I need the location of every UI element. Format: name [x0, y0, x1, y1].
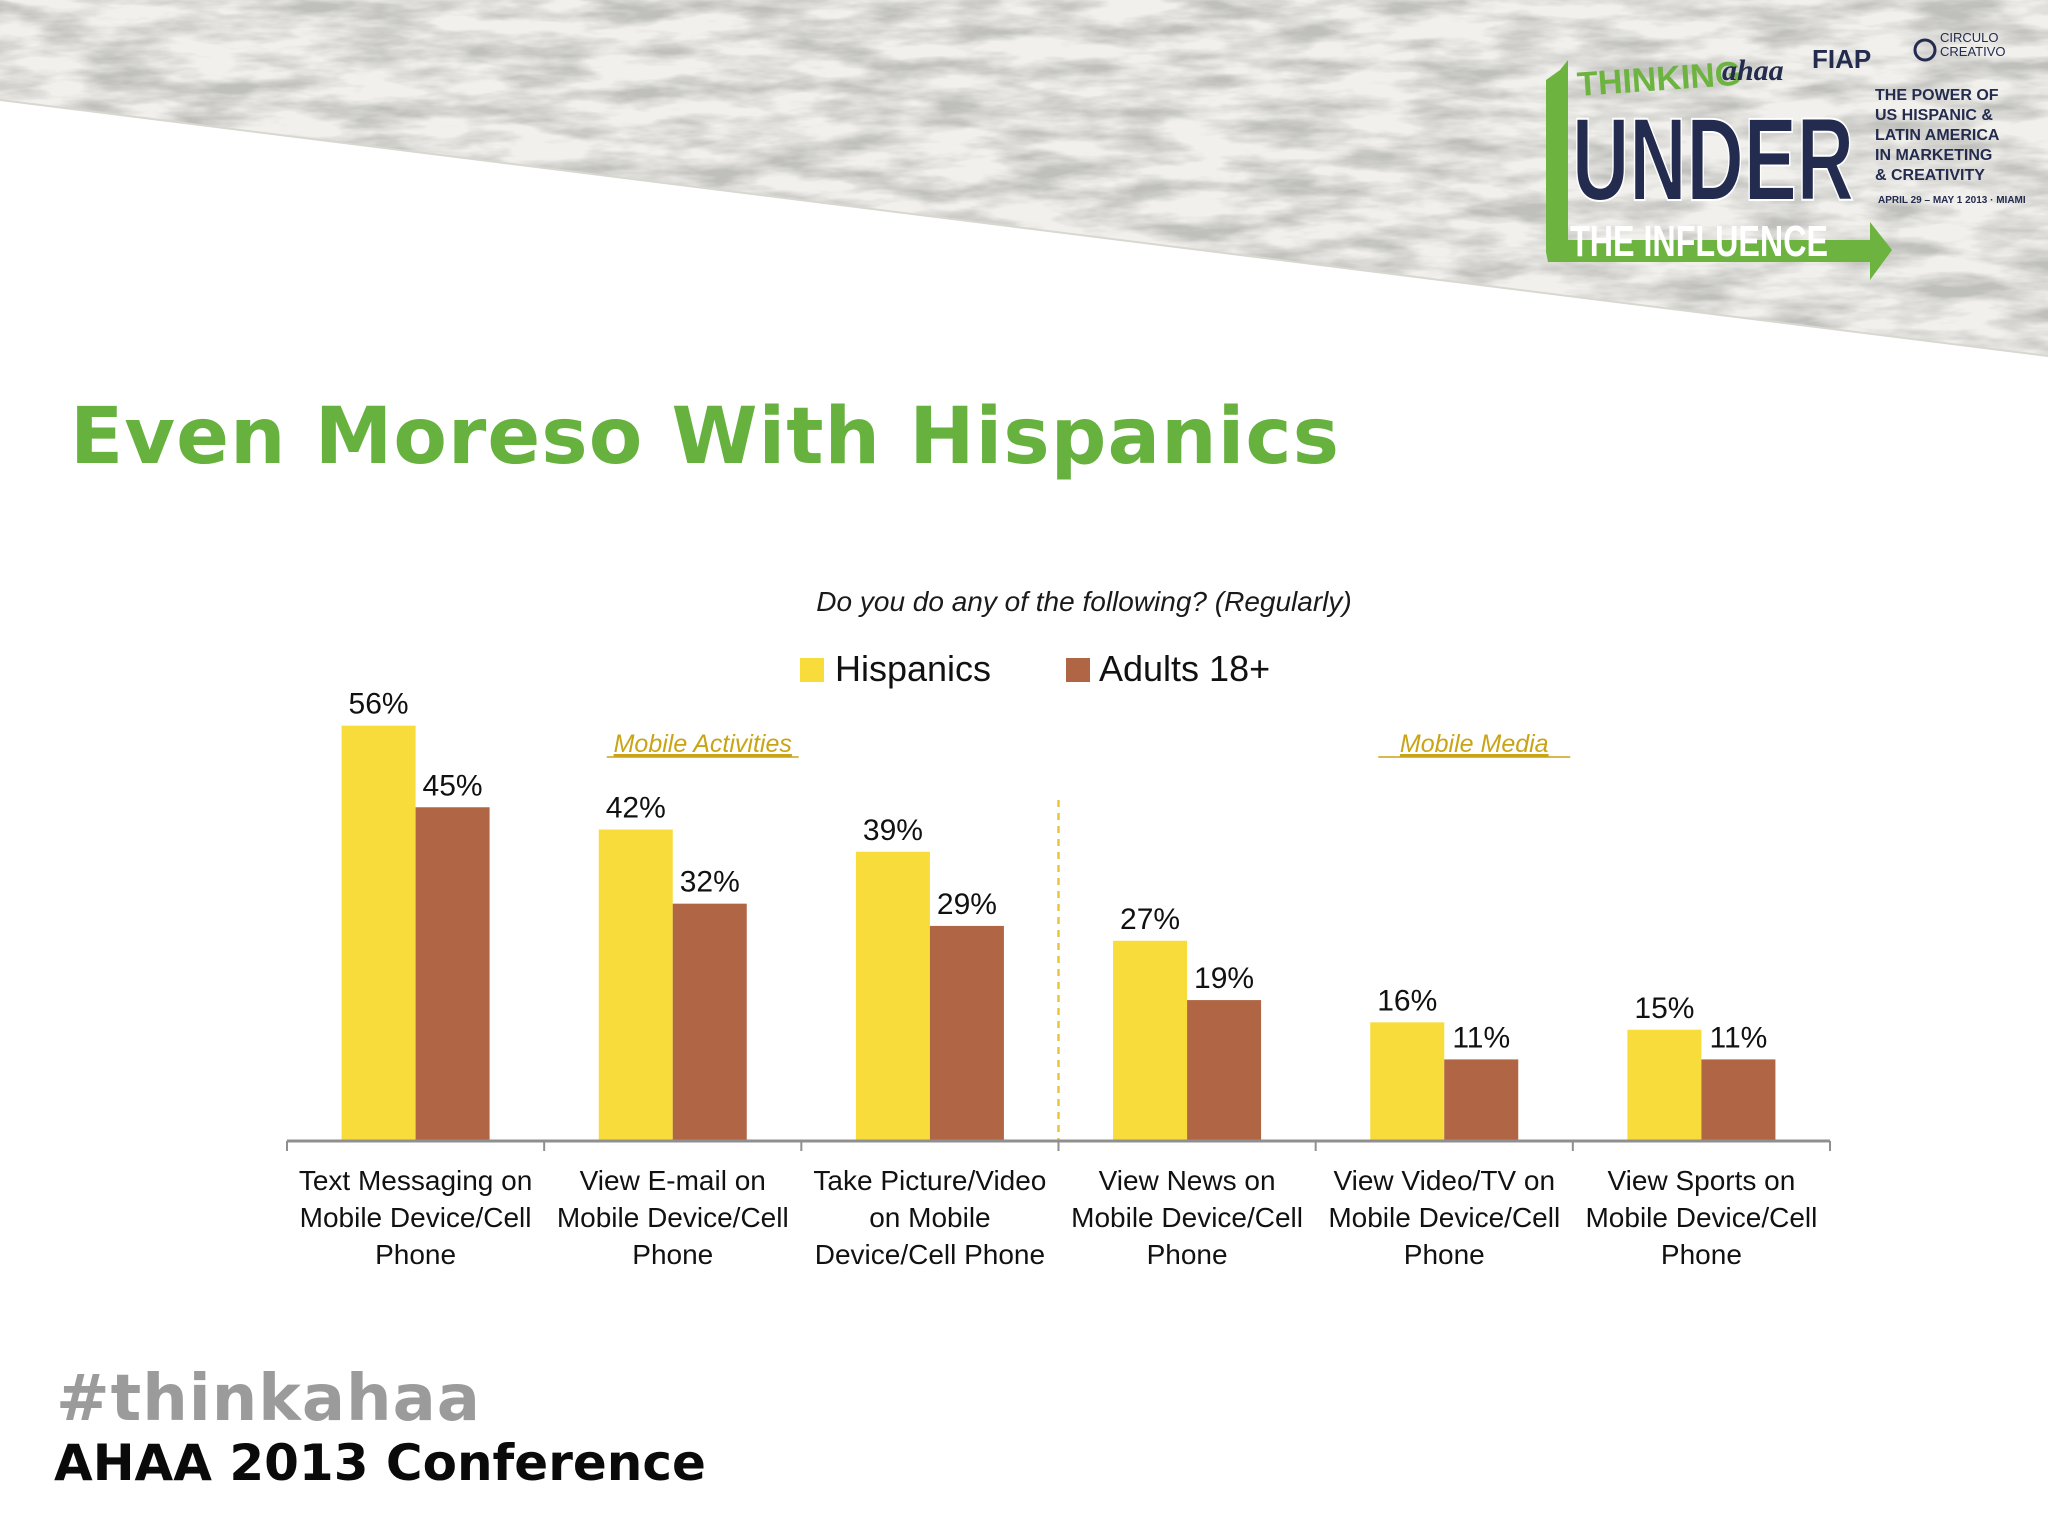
category-label: View E-mail on Mobile Device/Cell Phone: [557, 1165, 789, 1270]
chart-title: Do you do any of the following? (Regular…: [816, 586, 1351, 617]
category-label-line: Phone: [1404, 1239, 1485, 1270]
category-label-line: Mobile Device/Cell: [300, 1202, 532, 1233]
logo-tagline-line: & CREATIVITY: [1875, 167, 1985, 184]
category-label-line: Phone: [375, 1239, 456, 1270]
bar-adults: [1701, 1059, 1776, 1141]
logo-brand-ahaa: ahaa: [1722, 54, 1784, 87]
category-label-line: Take Picture/Video: [813, 1165, 1046, 1196]
value-label-adults: 29%: [937, 888, 997, 921]
logo-brand-fiap: FIAP: [1812, 44, 1871, 74]
section-label: Mobile Media: [1400, 730, 1549, 758]
bar-hispanics: [1370, 1022, 1445, 1141]
conference-name: AHAA 2013 Conference: [54, 1434, 706, 1492]
category-label-line: Phone: [1147, 1239, 1228, 1270]
slide-title: Even Moreso With Hispanics: [70, 392, 1341, 482]
logo-dates: APRIL 29 – MAY 1 2013 · MIAMI: [1878, 195, 2026, 206]
value-label-adults: 19%: [1194, 962, 1254, 995]
header-banner: THINKING UNDER THE INFLUENCE ahaa FIAP C…: [0, 0, 2048, 357]
logo-main-word: UNDER: [1572, 94, 1854, 226]
event-logo: THINKING UNDER THE INFLUENCE ahaa FIAP C…: [1546, 30, 2026, 280]
legend-label-hispanics: Hispanics: [835, 648, 991, 689]
bar-adults: [1187, 1000, 1262, 1141]
logo-tagline-line: US HISPANIC &: [1875, 107, 1993, 124]
bar-adults: [1444, 1059, 1519, 1141]
logo-bottom-line: THE INFLUENCE: [1570, 217, 1828, 266]
legend-swatch-adults: [1066, 658, 1090, 682]
bar-hispanics: [1113, 940, 1188, 1141]
category-label-line: View E-mail on: [580, 1165, 766, 1196]
wall-texture-grain: [0, 0, 2048, 356]
value-label-hispanics: 56%: [349, 688, 409, 721]
banner-edge: [0, 99, 2048, 357]
category-label-line: Mobile Device/Cell: [1071, 1202, 1303, 1233]
bar-chart: Do you do any of the following? (Regular…: [286, 586, 1831, 1270]
category-label: View News on Mobile Device/Cell Phone: [1071, 1165, 1303, 1270]
category-label-line: Mobile Device/Cell: [1328, 1202, 1560, 1233]
value-label-hispanics: 42%: [606, 792, 666, 825]
category-label-line: View News on: [1099, 1165, 1276, 1196]
section-label: Mobile Activities: [614, 730, 792, 758]
value-label-adults: 32%: [680, 866, 740, 899]
logo-circulo-icon: [1913, 38, 1937, 62]
category-label-line: Device/Cell Phone: [815, 1239, 1045, 1270]
category-label-line: Phone: [1661, 1239, 1742, 1270]
logo-tagline-line: IN MARKETING: [1875, 147, 1992, 164]
category-label-line: View Video/TV on: [1333, 1165, 1555, 1196]
bar-hispanics: [855, 851, 930, 1141]
legend-label-adults: Adults 18+: [1099, 648, 1270, 689]
logo-tagline: THE POWER OF US HISPANIC & LATIN AMERICA…: [1875, 87, 2000, 184]
category-label-line: View Sports on: [1608, 1165, 1796, 1196]
value-label-adults: 11%: [1710, 1021, 1768, 1054]
bar-hispanics: [1627, 1029, 1702, 1141]
logo-tagline-line: THE POWER OF: [1875, 87, 1999, 104]
bar-adults: [415, 807, 490, 1141]
category-label: View Video/TV on Mobile Device/Cell Phone: [1328, 1165, 1560, 1270]
logo-brand-circulo-1: CIRCULO: [1940, 30, 1999, 45]
value-label-hispanics: 16%: [1377, 984, 1437, 1017]
logo-brand-circulo-2: CREATIVO: [1940, 44, 2006, 59]
category-label-line: Mobile Device/Cell: [1585, 1202, 1817, 1233]
category-label: Text Messaging on Mobile Device/Cell Phone: [299, 1165, 532, 1270]
category-label: View Sports on Mobile Device/Cell Phone: [1585, 1165, 1817, 1270]
logo-green-frame: [1546, 60, 1892, 280]
hashtag: #thinkahaa: [56, 1362, 481, 1436]
value-label-hispanics: 39%: [863, 814, 923, 847]
chart-legend: Hispanics Adults 18+: [800, 648, 1270, 689]
bar-adults: [672, 903, 747, 1141]
value-label-adults: 45%: [423, 769, 483, 802]
category-label-line: on Mobile: [869, 1202, 990, 1233]
category-label: Take Picture/Video on Mobile Device/Cell P…: [813, 1165, 1046, 1270]
bar-hispanics: [598, 829, 673, 1141]
value-label-adults: 11%: [1452, 1021, 1510, 1054]
logo-tagline-line: LATIN AMERICA: [1875, 127, 2000, 144]
category-label-line: Text Messaging on: [299, 1165, 532, 1196]
legend-swatch-hispanics: [800, 658, 824, 682]
bar-hispanics: [341, 725, 416, 1141]
value-label-hispanics: 15%: [1634, 992, 1694, 1025]
category-label-line: Mobile Device/Cell: [557, 1202, 789, 1233]
value-label-hispanics: 27%: [1120, 903, 1180, 936]
category-label-line: Phone: [632, 1239, 713, 1270]
bar-adults: [929, 925, 1004, 1141]
